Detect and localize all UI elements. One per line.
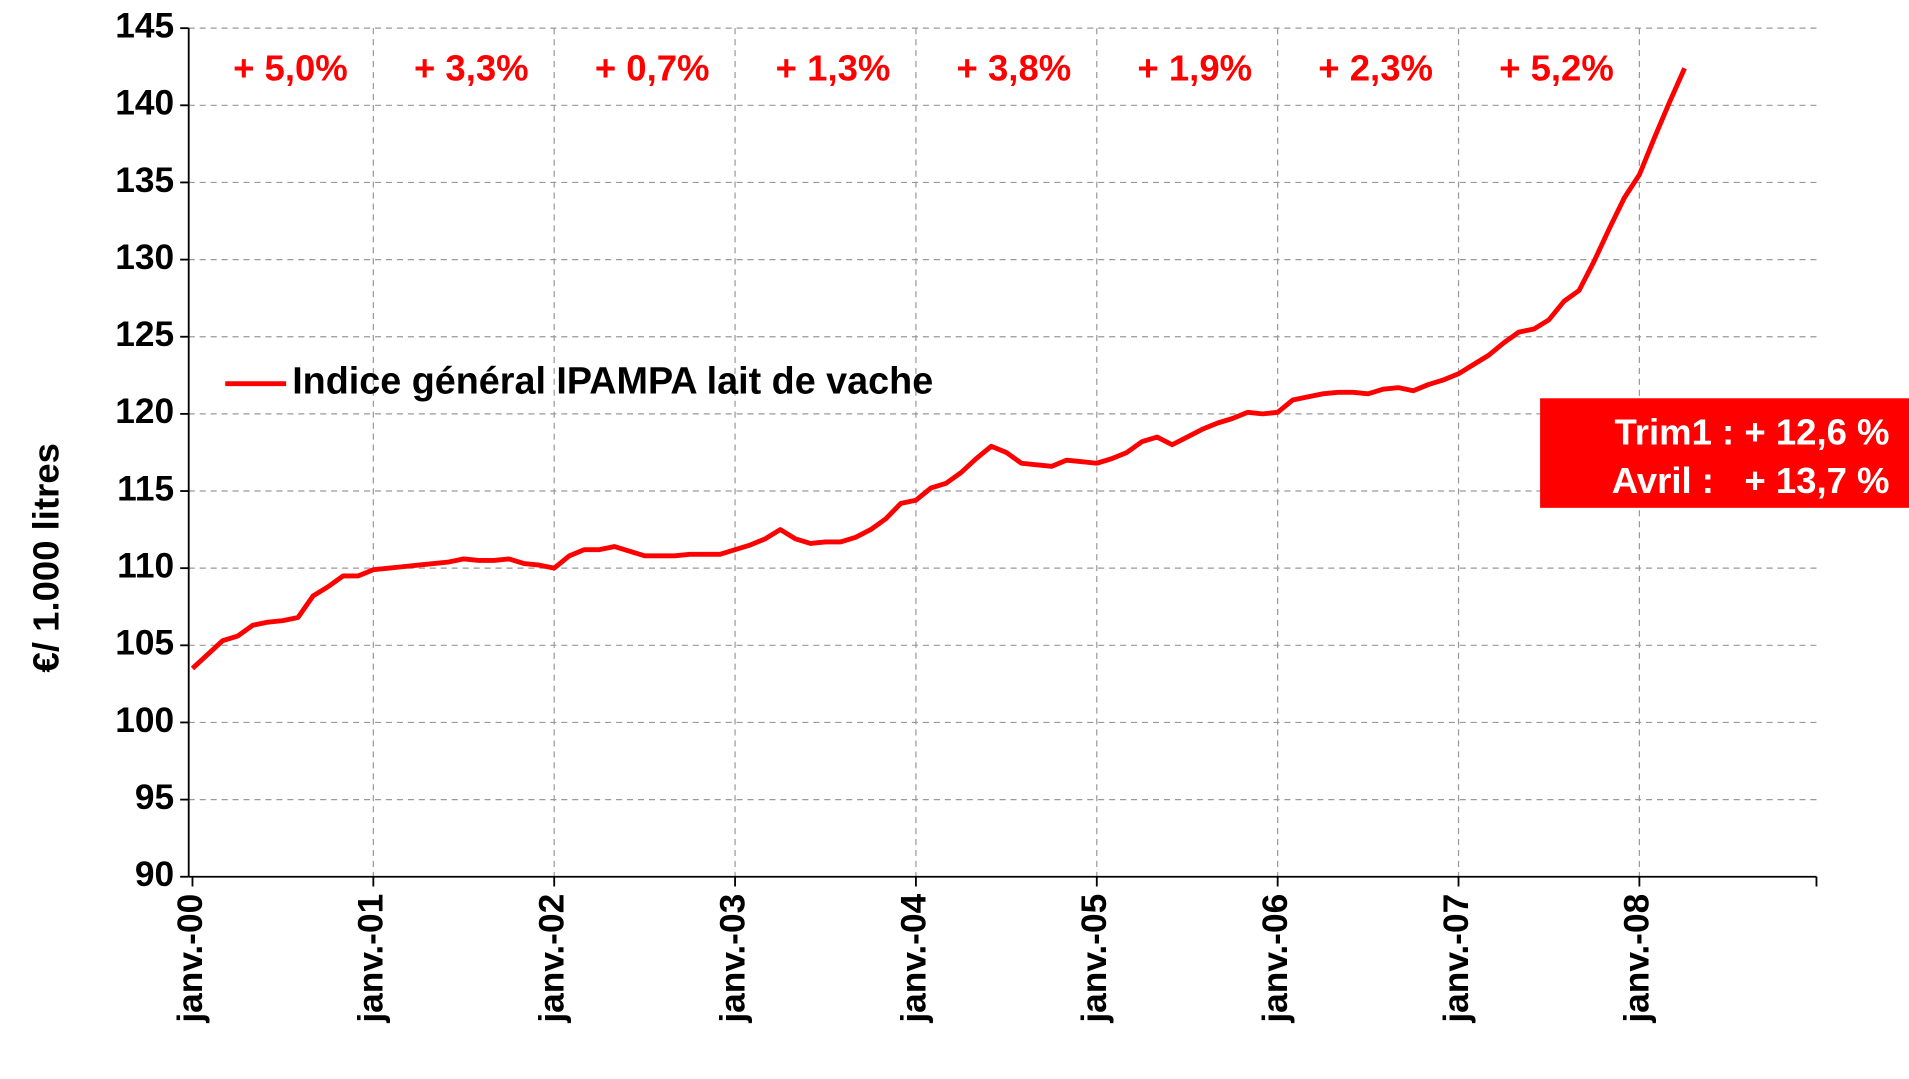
box-annotation: Trim1 : + 12,6 %: [1614, 411, 1889, 452]
x-tick-label: janv.-02: [533, 894, 572, 1024]
x-tick-label: janv.-03: [713, 894, 752, 1024]
x-tick-label: janv.-01: [352, 894, 391, 1024]
annotation: + 0,7%: [595, 47, 710, 88]
annotation: + 5,0%: [233, 47, 348, 88]
x-tick-label: janv.-06: [1256, 894, 1295, 1024]
y-tick-label: 125: [115, 315, 174, 354]
annotation: + 1,3%: [776, 47, 891, 88]
y-tick-label: 130: [115, 238, 174, 277]
x-tick-label: janv.-00: [171, 894, 210, 1024]
annotation: + 5,2%: [1499, 47, 1614, 88]
y-tick-label: 110: [117, 546, 174, 585]
y-tick-label: 140: [115, 84, 174, 123]
y-tick-label: 105: [115, 624, 174, 663]
x-tick-label: janv.-04: [894, 893, 933, 1023]
annotation: + 1,9%: [1137, 47, 1252, 88]
annotation: + 2,3%: [1318, 47, 1433, 88]
y-tick-label: 95: [135, 778, 174, 817]
y-axis-label: €/ 1.000 litres: [25, 443, 66, 672]
x-tick-label: janv.-08: [1618, 894, 1657, 1024]
y-tick-label: 115: [117, 469, 174, 508]
y-tick-label: 120: [115, 392, 174, 431]
series-line: [190, 67, 1687, 671]
y-tick-label: 145: [115, 6, 174, 45]
legend-label: Indice général IPAMPA lait de vache: [292, 360, 933, 402]
x-tick-label: janv.-05: [1075, 894, 1114, 1024]
y-tick-label: 100: [115, 701, 174, 740]
annotation: + 3,3%: [414, 47, 529, 88]
annotation-box: [1540, 398, 1909, 508]
annotation: + 3,8%: [957, 47, 1072, 88]
y-tick-label: 135: [115, 161, 174, 200]
y-tick-label: 90: [135, 855, 174, 894]
x-tick-label: janv.-07: [1437, 894, 1476, 1024]
box-annotation: Avril : + 13,7 %: [1612, 460, 1890, 501]
